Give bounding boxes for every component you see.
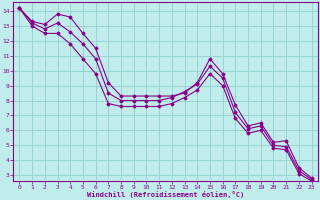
X-axis label: Windchill (Refroidissement éolien,°C): Windchill (Refroidissement éolien,°C) — [87, 191, 244, 198]
